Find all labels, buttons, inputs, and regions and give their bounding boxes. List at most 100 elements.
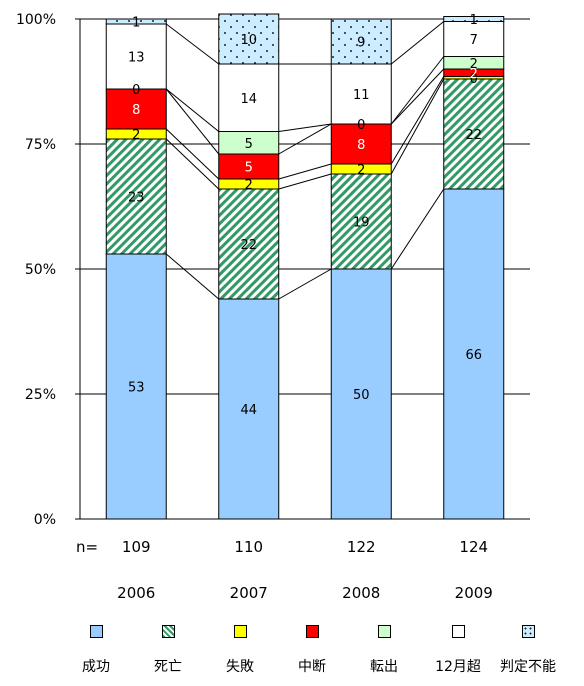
legend-swatch xyxy=(521,625,535,638)
data-label: 8 xyxy=(357,138,365,153)
stacked-bar-chart: 0%25%50%75%100%1092006110200712220081242… xyxy=(16,12,530,602)
x-category-label: 2009 xyxy=(455,584,493,602)
data-label: 2 xyxy=(470,67,478,82)
data-label: 13 xyxy=(128,51,145,66)
connector-line xyxy=(278,173,332,190)
data-label: 0 xyxy=(132,83,140,98)
x-category-label: 2008 xyxy=(342,584,380,602)
x-category-label: 2007 xyxy=(230,584,268,602)
legend-item: 死亡 xyxy=(132,625,204,676)
data-label: 1 xyxy=(470,13,478,28)
connector-line xyxy=(390,68,445,125)
data-label: 22 xyxy=(465,128,482,143)
y-tick-label: 0% xyxy=(34,512,56,528)
data-label: 14 xyxy=(240,92,257,107)
data-label: 0 xyxy=(357,118,365,133)
bar-segment xyxy=(330,173,392,270)
legend-swatch xyxy=(89,625,103,638)
y-tick-label: 100% xyxy=(16,12,56,28)
legend-label: 中断 xyxy=(298,659,326,675)
legend-label: 死亡 xyxy=(154,659,182,675)
x-category-label: 2006 xyxy=(117,584,155,602)
data-label: 2 xyxy=(245,178,253,193)
legend-label: 転出 xyxy=(370,659,398,675)
legend-label: 成功 xyxy=(82,659,110,675)
legend-label: 判定不能 xyxy=(500,659,556,675)
data-label: 44 xyxy=(240,403,257,418)
data-label: 2 xyxy=(470,57,478,72)
bar-segment xyxy=(443,188,505,520)
data-label: 7 xyxy=(470,33,478,48)
legend-item: 成功 xyxy=(60,625,132,676)
bar-segment xyxy=(105,138,167,255)
connector-line xyxy=(278,268,332,300)
connector-line xyxy=(390,56,445,125)
legend-label: 12月超 xyxy=(435,659,481,675)
legend-item: 中断 xyxy=(276,625,348,676)
y-tick-label: 50% xyxy=(25,262,56,278)
connector-line xyxy=(278,123,332,155)
connector-line xyxy=(165,253,220,300)
connector-line xyxy=(390,76,445,165)
legend-swatch xyxy=(161,625,175,638)
bar-segment xyxy=(443,16,505,22)
connector-line xyxy=(390,21,445,65)
bar-segments xyxy=(105,13,505,520)
connector-line xyxy=(278,163,332,180)
legend-swatch xyxy=(451,625,465,638)
legend-item: 判定不能 xyxy=(492,625,564,676)
data-label: 5 xyxy=(245,137,253,152)
bar-segment xyxy=(105,88,167,130)
data-label: 19 xyxy=(353,216,370,231)
n-value-label: 110 xyxy=(234,538,263,556)
bar-segment xyxy=(218,63,280,132)
bar-segment xyxy=(218,298,280,520)
bar-segment xyxy=(330,268,392,520)
bar-segment xyxy=(330,18,392,65)
n-prefix-label: n= xyxy=(76,538,98,556)
n-value-label: 109 xyxy=(122,538,151,556)
n-value-label: 124 xyxy=(459,538,488,556)
legend-item: 12月超 xyxy=(422,625,494,676)
data-label: 0 xyxy=(470,72,478,87)
connector-line xyxy=(278,123,332,132)
data-label: 1 xyxy=(132,16,140,31)
connector-line xyxy=(390,188,445,270)
legend-item: 転出 xyxy=(348,625,420,676)
bar-segment xyxy=(105,23,167,90)
series-connector-lines xyxy=(165,21,445,300)
legend-item: 失敗 xyxy=(204,625,276,676)
connector-line xyxy=(165,23,220,65)
bar-segment xyxy=(443,21,505,57)
data-label: 11 xyxy=(353,88,370,103)
y-tick-label: 25% xyxy=(25,387,56,403)
data-label: 50 xyxy=(353,388,370,403)
bar-segment xyxy=(443,78,505,190)
data-label: 2 xyxy=(132,128,140,143)
connector-line xyxy=(390,78,445,175)
connector-line xyxy=(165,138,220,190)
data-label: 23 xyxy=(128,191,145,206)
data-label: 2 xyxy=(357,163,365,178)
bar-segment xyxy=(105,18,167,25)
bar-segment xyxy=(330,63,392,125)
data-label: 22 xyxy=(240,238,257,253)
legend: 成功 死亡 失敗 中断 転出 12月超 判定不能 xyxy=(60,625,580,685)
legend-swatch xyxy=(305,625,319,638)
bar-segment xyxy=(218,13,280,65)
legend-swatch xyxy=(377,625,391,638)
axes: 0%25%50%75%100%1092006110200712220081242… xyxy=(16,12,530,602)
data-label: 53 xyxy=(128,381,145,396)
data-label: 5 xyxy=(245,161,253,176)
data-label: 10 xyxy=(240,33,257,48)
data-label: 66 xyxy=(465,348,482,363)
legend-label: 失敗 xyxy=(226,659,254,675)
connector-line xyxy=(165,88,220,132)
connector-line xyxy=(165,128,220,180)
data-label: 8 xyxy=(132,103,140,118)
data-label: 9 xyxy=(357,36,365,51)
connector-line xyxy=(165,88,220,155)
n-value-label: 122 xyxy=(347,538,376,556)
legend-swatch xyxy=(233,625,247,638)
